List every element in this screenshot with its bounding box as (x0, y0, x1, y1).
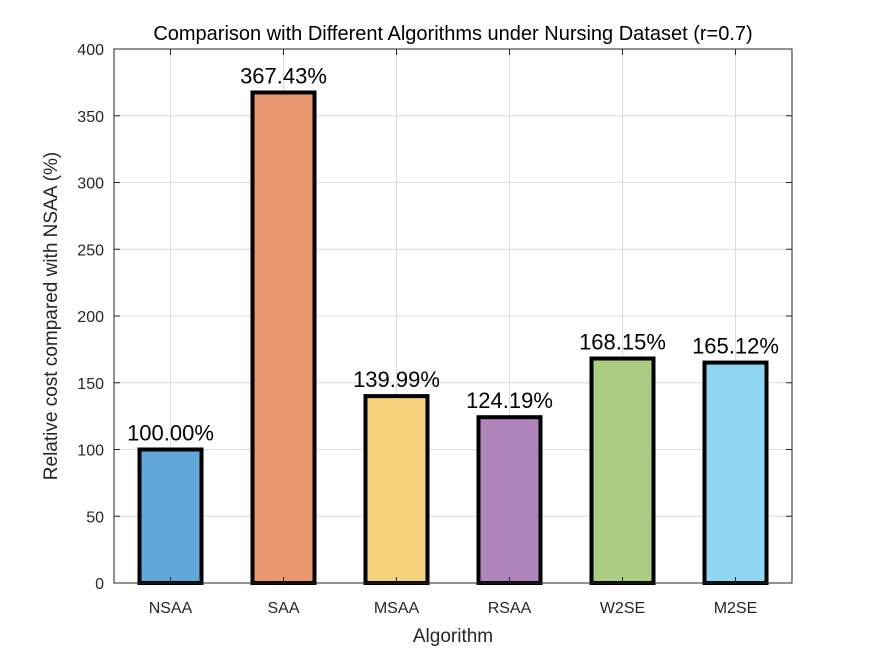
y-tick-label: 200 (77, 309, 104, 326)
data-label-w2se: 168.15% (579, 330, 666, 355)
data-label-saa: 367.43% (240, 63, 327, 88)
y-tick-label: 400 (77, 42, 104, 59)
y-tick-label: 0 (95, 576, 104, 593)
y-axis-label: Relative cost compared with NSAA (%) (41, 152, 62, 480)
bar-m2se (702, 360, 769, 585)
bar-nsaa (137, 447, 204, 585)
bar-msaa (363, 394, 430, 585)
x-tick-label: MSAA (374, 600, 420, 617)
bar-rsaa (476, 415, 543, 586)
bar-w2se (589, 356, 656, 585)
bar-saa (250, 90, 317, 585)
x-axis-label: Algorithm (413, 626, 493, 647)
chart-title: Comparison with Different Algorithms und… (153, 23, 752, 45)
x-tick-label: RSAA (488, 600, 532, 617)
data-label-m2se: 165.12% (692, 334, 779, 359)
x-tick-label: NSAA (149, 600, 193, 617)
x-tick-label: M2SE (714, 600, 758, 617)
y-tick-label: 150 (77, 376, 104, 393)
y-tick-label: 350 (77, 109, 104, 126)
data-label-nsaa: 100.00% (127, 421, 214, 446)
data-label-rsaa: 124.19% (466, 388, 553, 413)
bars-group (137, 90, 769, 586)
x-tick-label: SAA (267, 600, 299, 617)
data-labels: 100.00% 367.43% 139.99% 124.19% 168.15% 165.1… (127, 63, 779, 445)
y-tick-label: 100 (77, 443, 104, 460)
data-label-msaa: 139.99% (353, 367, 440, 392)
y-tick-label: 250 (77, 242, 104, 259)
x-tick-label: W2SE (600, 600, 645, 617)
x-axis-ticks: NSAA SAA MSAA RSAA W2SE M2SE (149, 49, 758, 617)
y-tick-label: 50 (86, 509, 104, 526)
y-tick-label: 300 (77, 176, 104, 193)
y-axis-ticks: 0 50 100 150 200 250 300 350 400 (77, 42, 792, 593)
